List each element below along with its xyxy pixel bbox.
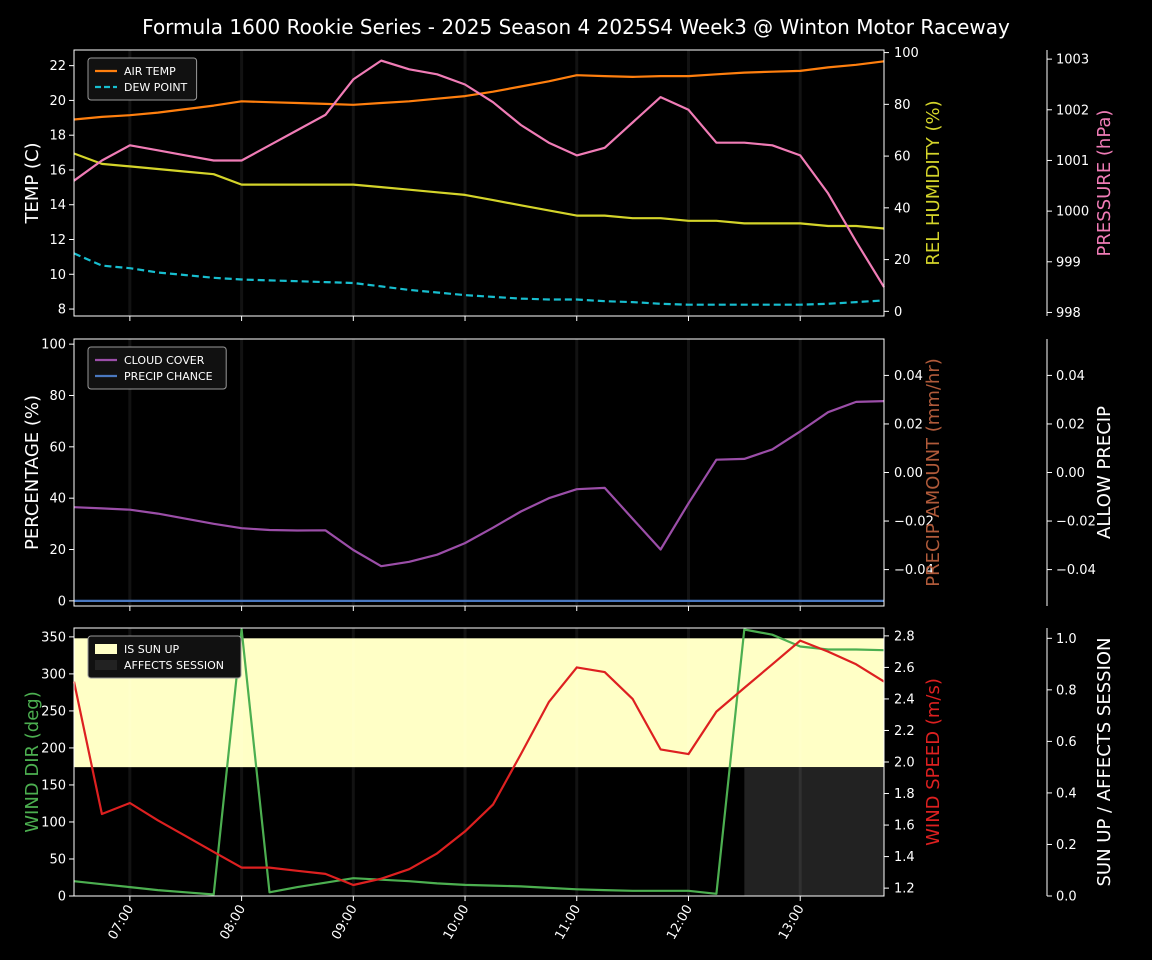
y-tick-label: 50 (49, 852, 66, 867)
y-tick-label: 150 (41, 778, 66, 793)
series-line-2-0 (73, 628, 885, 896)
y2-tick-label: 2.6 (894, 661, 915, 676)
y3-tick-label: 1002 (1056, 103, 1089, 118)
legend: AIR TEMP DEW POINT (87, 57, 198, 101)
y-tick-label: 22 (49, 59, 66, 74)
legend: IS SUN UP AFFECTS SESSION (87, 635, 242, 679)
legend-label: DEW POINT (124, 81, 188, 94)
y2-tick-label: 60 (894, 150, 911, 165)
y2-tick-label: 2.8 (894, 629, 915, 644)
y3-tick-label: 1000 (1056, 205, 1089, 220)
y3-tick-label: −0.04 (1056, 563, 1096, 578)
legend-label: CLOUD COVER (124, 354, 205, 367)
y-tick-label: 200 (41, 741, 66, 756)
legend-box (87, 346, 227, 390)
y-tick-label: 10 (49, 268, 66, 283)
legend-label: AFFECTS SESSION (124, 659, 224, 672)
y-tick-label: 0 (58, 594, 66, 609)
legend-label: PRECIP CHANCE (124, 370, 213, 383)
y-tick-label: 100 (41, 338, 66, 353)
y2-axis-label: WIND SPEED (m/s) (923, 678, 944, 846)
y3-tick-label: 0.2 (1056, 838, 1077, 853)
y-tick-label: 12 (49, 233, 66, 248)
y3-axis-label: PRESSURE (hPa) (1094, 110, 1115, 257)
y-tick-label: 16 (49, 163, 66, 178)
y-tick-label: 300 (41, 667, 66, 682)
y3-tick-label: 0.8 (1056, 683, 1077, 698)
y3-tick-label: 1001 (1056, 154, 1089, 169)
series-line-0-3 (73, 59, 885, 288)
y-tick-label: 250 (41, 704, 66, 719)
legend-box (87, 57, 198, 101)
y3-tick-label: 1003 (1056, 53, 1089, 68)
affects-session-band (744, 767, 884, 896)
y-axis-label: WIND DIR (deg) (22, 691, 43, 833)
series-line-0-1 (73, 252, 885, 306)
y2-tick-label: 2.4 (894, 692, 915, 707)
y-axis-label: PERCENTAGE (%) (22, 395, 43, 550)
legend-swatch (95, 644, 117, 654)
y2-tick-label: 40 (894, 201, 911, 216)
y3-axis-label: ALLOW PRECIP (1094, 406, 1115, 539)
legend: CLOUD COVER PRECIP CHANCE (87, 346, 227, 390)
series-line-0-2 (73, 152, 885, 230)
y-tick-label: 0 (58, 890, 66, 905)
y3-tick-label: 999 (1056, 255, 1081, 270)
y2-tick-label: −0.02 (894, 515, 934, 530)
y3-tick-label: 0.04 (1056, 369, 1085, 384)
y2-tick-label: 1.8 (894, 787, 915, 802)
y-tick-label: 100 (41, 815, 66, 830)
y3-tick-label: 0.0 (1056, 890, 1077, 905)
legend-label: AIR TEMP (124, 65, 176, 78)
y3-tick-label: 0.00 (1056, 466, 1085, 481)
y2-tick-label: 1.6 (894, 819, 915, 834)
y-tick-label: 350 (41, 630, 66, 645)
y2-tick-label: 20 (894, 253, 911, 268)
y-axis-label: TEMP (C) (22, 142, 43, 224)
panel-temperature: 8 10 12 14 16 18 20 22 0 20 40 60 80 100 998 999 1000 100… (22, 46, 1115, 321)
panel-wind_sun: 0 50 100 150 200 250 300 350 1.2 1.4 1.6 1.8 2.0 2.2 2… (22, 627, 1115, 905)
y-tick-label: 60 (49, 440, 66, 455)
legend-label: IS SUN UP (124, 643, 180, 656)
legend-swatch (95, 660, 117, 670)
y-tick-label: 20 (49, 94, 66, 109)
y2-tick-label: 0.02 (894, 417, 923, 432)
y2-tick-label: 2.2 (894, 724, 915, 739)
series-line-2-1 (72, 639, 885, 887)
series-line-1-0 (73, 400, 885, 568)
y2-tick-label: 1.2 (894, 882, 915, 897)
chart-title: Formula 1600 Rookie Series - 2025 Season… (142, 15, 1010, 39)
y-tick-label: 40 (49, 492, 66, 507)
y2-tick-label: 1.4 (894, 850, 915, 865)
y-tick-label: 8 (58, 303, 66, 318)
y2-tick-label: 0.00 (894, 466, 923, 481)
y3-tick-label: 998 (1056, 306, 1081, 321)
panel-cloud_precip: 0 20 40 60 80 100 −0.04 −0.02 0.00 0.02 0.04 −0.04 −… (22, 338, 1115, 611)
y3-axis-label: SUN UP / AFFECTS SESSION (1094, 637, 1115, 886)
y3-tick-label: 0.4 (1056, 786, 1077, 801)
y-tick-label: 20 (49, 543, 66, 558)
y2-tick-label: 0.04 (894, 369, 923, 384)
y2-tick-label: 80 (894, 98, 911, 113)
y3-tick-label: 1.0 (1056, 632, 1077, 647)
y3-tick-label: −0.02 (1056, 515, 1096, 530)
y2-tick-label: 2.0 (894, 756, 915, 771)
y2-axis-label: PRECIP AMOUNT (mm/hr) (923, 358, 944, 587)
y2-tick-label: 100 (894, 46, 919, 61)
y-tick-label: 80 (49, 389, 66, 404)
y3-tick-label: 0.6 (1056, 735, 1077, 750)
plot-root: 8101214161820220204060801009989991000100… (22, 46, 1115, 942)
y2-axis-label: REL HUMIDITY (%) (923, 100, 944, 265)
y-tick-label: 18 (49, 129, 66, 144)
y3-tick-label: 0.02 (1056, 417, 1085, 432)
plot-frame (73, 49, 885, 317)
y2-tick-label: 0 (894, 305, 902, 320)
y2-tick-label: −0.04 (894, 563, 934, 578)
y-tick-label: 14 (49, 198, 66, 213)
legend-box (87, 635, 242, 679)
